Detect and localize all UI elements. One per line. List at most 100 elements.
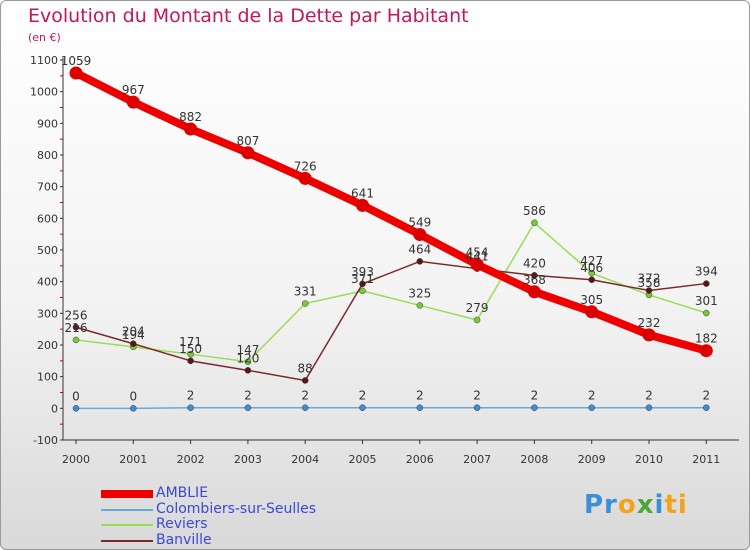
legend-swatch <box>101 524 153 526</box>
data-point <box>359 287 366 295</box>
data-point <box>72 405 80 412</box>
data-label: 305 <box>580 293 603 307</box>
data-point <box>187 350 194 358</box>
data-label: 358 <box>638 276 661 290</box>
legend-label: Reviers <box>156 516 208 532</box>
x-tick-label: 2008 <box>520 453 548 466</box>
series-line-reviers <box>75 222 708 363</box>
data-label: 216 <box>65 321 88 335</box>
data-point <box>588 276 595 284</box>
chart-title: Evolution du Montant de la Dette par Hab… <box>28 5 469 27</box>
data-label: 301 <box>695 294 718 308</box>
data-point <box>72 324 80 331</box>
x-tick-label: 2004 <box>291 453 319 466</box>
y-tick-label: 800 <box>37 149 58 162</box>
data-point <box>126 95 140 109</box>
data-label: 441 <box>466 250 489 264</box>
data-point <box>301 404 309 411</box>
data-point <box>531 219 538 227</box>
data-point <box>130 405 137 412</box>
data-label: 2 <box>645 389 653 403</box>
logo-part: x <box>636 490 655 520</box>
y-tick-label: 400 <box>37 276 58 289</box>
data-label: 279 <box>466 301 489 315</box>
data-point <box>703 404 710 411</box>
data-point <box>703 309 710 317</box>
x-tick-label: 2009 <box>578 453 606 466</box>
data-point <box>187 357 194 365</box>
legend-swatch <box>101 509 153 511</box>
y-tick-label: -100 <box>33 434 58 447</box>
data-label: 2 <box>473 389 481 403</box>
data-point <box>130 340 137 347</box>
chart-subtitle: (en €) <box>28 31 61 44</box>
data-point <box>359 280 366 288</box>
data-point <box>72 336 80 344</box>
data-label: 194 <box>122 328 145 342</box>
data-label: 120 <box>236 351 259 365</box>
data-point <box>588 269 595 277</box>
data-point <box>69 66 83 80</box>
data-point <box>527 285 541 299</box>
data-label: 393 <box>351 265 374 279</box>
data-point <box>699 344 713 358</box>
data-label: 2 <box>702 389 710 403</box>
data-label: 0 <box>129 389 137 403</box>
data-label: 2 <box>359 389 367 403</box>
y-tick-label: 0 <box>51 402 58 415</box>
x-tick-label: 2010 <box>635 453 663 466</box>
data-point <box>585 305 599 319</box>
data-point <box>645 287 653 294</box>
legend-label: Colombiers-sur-Seulles <box>156 501 317 517</box>
data-label: 406 <box>580 261 603 275</box>
data-point <box>703 280 710 287</box>
y-tick-label: 200 <box>37 339 58 352</box>
data-point <box>241 146 255 160</box>
data-point <box>416 404 424 411</box>
series-line-banville <box>75 260 708 382</box>
legend-label: Banville <box>156 532 212 548</box>
x-tick-label: 2000 <box>62 453 90 466</box>
data-label: 394 <box>695 265 718 279</box>
data-point <box>413 227 427 241</box>
y-tick-label: 1100 <box>30 54 58 67</box>
data-point <box>244 404 252 411</box>
data-label: 150 <box>179 342 202 356</box>
data-label: 549 <box>408 215 431 229</box>
data-point <box>416 258 424 265</box>
data-label: 368 <box>523 273 546 287</box>
x-tick-label: 2007 <box>463 453 491 466</box>
x-tick-label: 2011 <box>692 453 720 466</box>
data-point <box>356 198 369 212</box>
x-tick-label: 2006 <box>406 453 434 466</box>
data-label: 232 <box>638 316 661 330</box>
y-tick-label: 100 <box>37 371 58 384</box>
data-point <box>298 171 312 185</box>
data-label: 420 <box>523 256 546 270</box>
data-label: 204 <box>122 325 145 339</box>
data-point <box>473 316 481 324</box>
data-label: 1059 <box>61 54 92 68</box>
y-tick-label: 900 <box>37 117 58 130</box>
data-label: 807 <box>236 134 259 148</box>
data-label: 0 <box>72 389 80 403</box>
logo-part: i <box>654 490 665 520</box>
data-point <box>359 404 366 411</box>
legend-swatch <box>101 540 153 542</box>
data-label: 967 <box>122 83 145 97</box>
data-label: 2 <box>301 389 309 403</box>
data-label: 454 <box>466 246 489 260</box>
data-point <box>531 404 538 411</box>
series-line-amblie <box>72 68 711 355</box>
data-point <box>301 377 309 384</box>
data-point <box>642 328 656 342</box>
y-tick-label: 600 <box>37 212 58 225</box>
x-tick-label: 2001 <box>119 453 147 466</box>
legend-label: AMBLIE <box>156 485 209 501</box>
data-label: 641 <box>351 186 374 200</box>
data-point <box>244 358 252 366</box>
data-point <box>645 404 653 411</box>
data-label: 371 <box>351 272 374 286</box>
